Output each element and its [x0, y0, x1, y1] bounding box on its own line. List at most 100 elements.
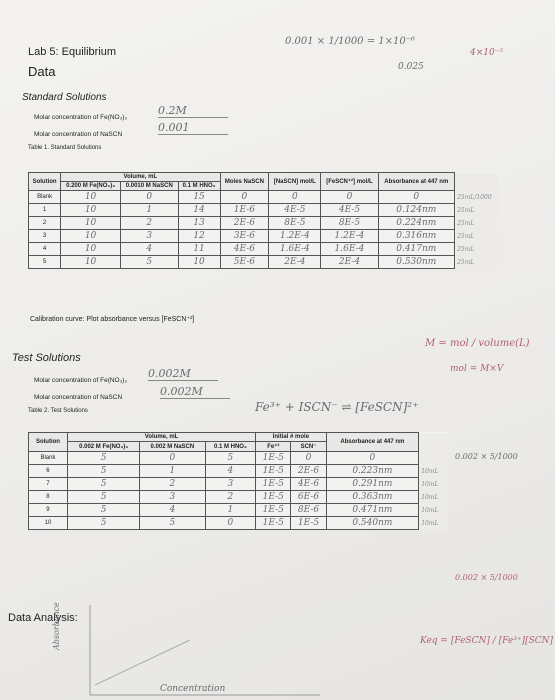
cell: 14	[177, 203, 221, 217]
cell: 0.223nm	[325, 464, 420, 478]
section-heading: Data Analysis:	[8, 612, 78, 624]
column-header: 0.002 M Fe(NO₃)₃	[66, 441, 141, 452]
annotation: 0.002 × 5/1000	[455, 573, 518, 582]
subtitle: Data	[28, 64, 56, 79]
table-row: Blank 5 0 5 1E-5 0 0	[28, 451, 448, 465]
note-cell: 25mL	[454, 229, 498, 243]
group-header: Volume, mL	[60, 172, 221, 182]
cell: 1E-5	[255, 516, 292, 530]
column-header: Solution	[28, 432, 68, 452]
table-row: 9 5 4 1 1E-5 8E-6 0.471nm 10mL	[28, 503, 448, 517]
cell: 4	[119, 242, 179, 256]
cell: 1	[204, 503, 257, 517]
column-header: 0.1 M HNO₃	[204, 441, 257, 452]
cell: 4E-5	[268, 203, 322, 217]
cell: 3E-6	[219, 229, 270, 243]
title: Lab 5: Equilibrium	[28, 46, 117, 58]
table-caption: Table 1. Standard Solutions	[28, 145, 102, 151]
cell: 1	[139, 464, 206, 478]
cell: 5	[66, 464, 141, 478]
note-cell	[418, 451, 448, 465]
table-row: 7 5 2 3 1E-5 4E-6 0.291nm 10mL	[28, 477, 448, 491]
header-row: 0.200 M Fe(NO₃)₃ 0.0010 M NaSCN 0.1 M HNO₃	[29, 181, 499, 191]
cell: 1E-5	[255, 490, 292, 504]
cell: 0.224nm	[377, 216, 456, 230]
column-header: Absorbance at 447 nm	[325, 432, 420, 452]
table-caption: Table 2. Test Solutions	[28, 408, 88, 414]
cell: 0.363nm	[325, 490, 420, 504]
cell: 0.540nm	[325, 516, 420, 530]
header-row: Solution Volume, mL Moles NaSCN [NaSCN] mol…	[27, 172, 498, 191]
cell: 2E-4	[268, 255, 322, 269]
table-row: Blank 10 0 15 0 0 0 0 25mL/1000	[27, 190, 498, 204]
table: Solution Volume, mL Moles NaSCN [NaSCN] mol…	[27, 172, 499, 269]
cell: 13	[177, 216, 221, 230]
table-row: 1 10 1 14 1E-6 4E-5 4E-5 0.124nm 25mL	[27, 203, 498, 217]
note-cell: 25mL/1000	[454, 190, 498, 204]
cell: 0.530nm	[377, 255, 456, 269]
cell: 5E-6	[219, 255, 270, 269]
cell: 3	[204, 477, 257, 491]
cell: 5	[119, 255, 179, 269]
field-value: 0.002M	[148, 367, 218, 381]
axis-label: Absorbance	[52, 602, 61, 650]
cell: 10	[177, 255, 221, 269]
column-header: 0.200 M Fe(NO₃)₃	[60, 181, 121, 191]
cell: 5	[204, 451, 257, 465]
cell: 1.6E-4	[268, 242, 322, 256]
annotation: Fe³⁺ + ISCN⁻ ⇌ [FeSCN]²⁺	[255, 400, 419, 414]
cell: 1E-5	[255, 477, 292, 491]
group-header: Initial # mole	[255, 432, 327, 442]
cell: 0	[119, 190, 179, 204]
cell: 1.2E-4	[320, 229, 379, 243]
cell: 0.316nm	[377, 229, 456, 243]
cell: 6E-6	[290, 490, 327, 504]
table-row: 4 10 4 11 4E-6 1.6E-4 1.6E-4 0.417nm 25mL	[27, 242, 498, 256]
annotation: 0.025	[398, 62, 424, 72]
cell: 8	[28, 490, 68, 504]
cell: 2E-6	[219, 216, 270, 230]
cell: 10	[60, 229, 121, 243]
note: Calibration curve: Plot absorbance versu…	[30, 316, 195, 323]
table-2: Solution Volume, mL Initial # mole Absorban…	[28, 432, 448, 530]
cell: 2	[27, 216, 62, 230]
cell: 5	[66, 516, 141, 530]
table-row: 8 5 3 2 1E-5 6E-6 0.363nm 10mL	[28, 490, 448, 504]
cell: 8E-5	[268, 216, 322, 230]
table-row: 3 10 3 12 3E-6 1.2E-4 1.2E-4 0.316nm 25mL	[27, 229, 498, 243]
cell: 7	[28, 477, 68, 491]
field-value: 0.001	[158, 121, 228, 135]
annotation: 0.002 × 5/1000	[455, 452, 518, 461]
cell: 2E-6	[290, 464, 327, 478]
cell: 4	[27, 242, 62, 256]
cell: 0.471nm	[325, 503, 420, 517]
note-cell: 25mL	[454, 242, 498, 256]
sketch-axes	[89, 605, 320, 696]
field-value: 0.002M	[160, 385, 230, 399]
cell: 4	[204, 464, 257, 478]
column-header: Moles NaSCN	[219, 172, 270, 191]
column-header: [FeSCN⁺²] mol/L	[320, 172, 379, 191]
field-label: Molar concentration of NaSCN	[34, 394, 123, 401]
cell: 0	[325, 451, 420, 465]
cell: 10	[60, 190, 121, 204]
cell: 0	[219, 190, 270, 204]
cell: 0	[139, 451, 206, 465]
column-header: 0.002 M NaSCN	[139, 441, 206, 452]
cell: 15	[177, 190, 221, 204]
cell: Blank	[27, 190, 62, 204]
note-cell: 10mL	[418, 477, 448, 491]
cell: 5	[66, 490, 141, 504]
cell: 1E-5	[255, 451, 292, 465]
cell: 1E-5	[255, 503, 292, 517]
cell: 4	[139, 503, 206, 517]
table-1: Solution Volume, mL Moles NaSCN [NaSCN] mol…	[27, 172, 499, 269]
cell: 3	[139, 490, 206, 504]
cell: 4E-6	[219, 242, 270, 256]
cell: 5	[27, 255, 62, 269]
column-header: 0.0010 M NaSCN	[119, 181, 179, 191]
table-row: 6 5 1 4 1E-5 2E-6 0.223nm 10mL	[28, 464, 448, 478]
cell: 0.291nm	[325, 477, 420, 491]
cell: 10	[60, 216, 121, 230]
